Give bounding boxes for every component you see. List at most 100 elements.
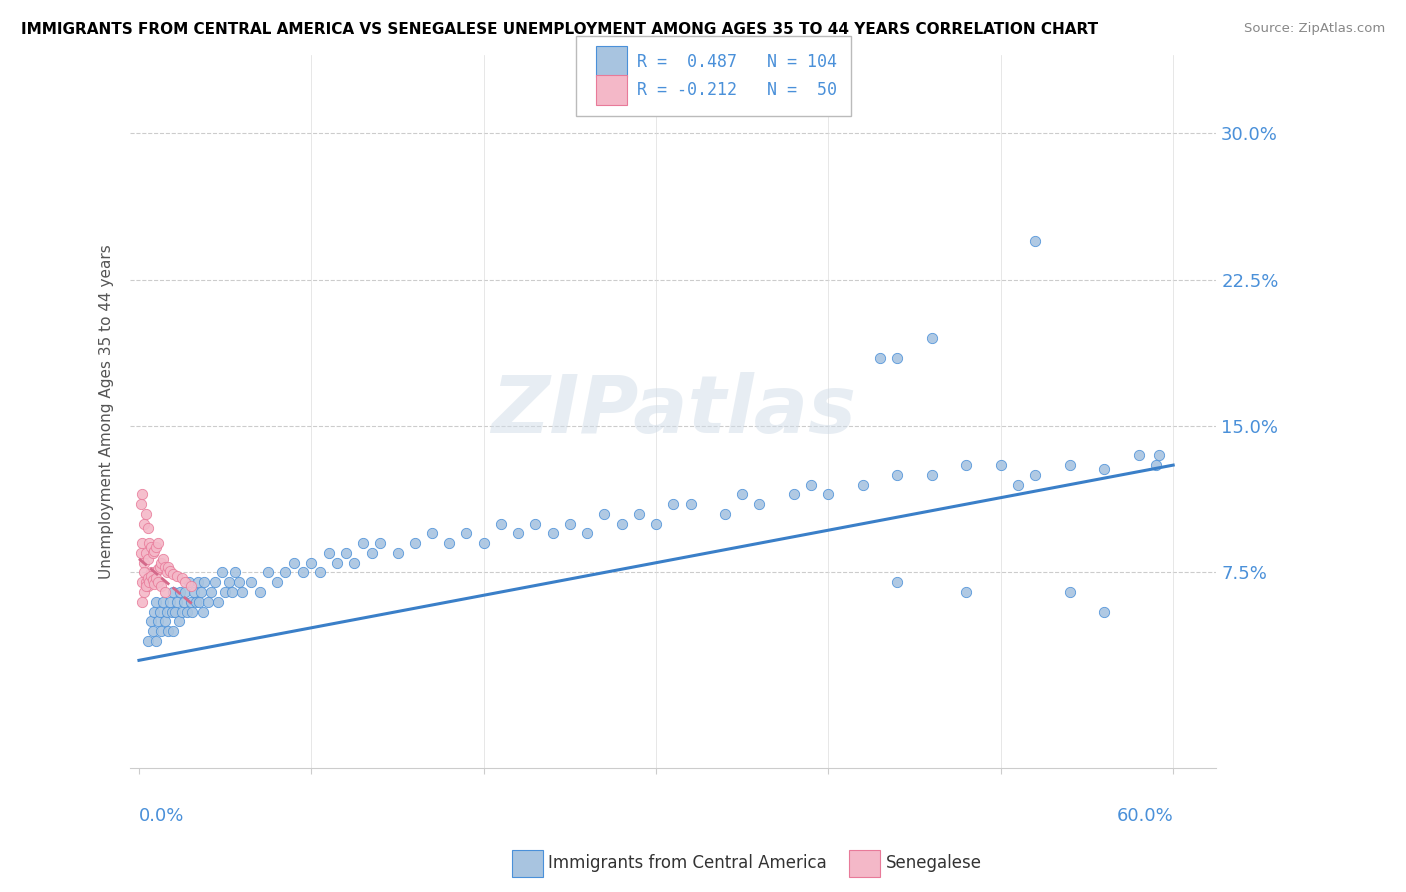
Text: R = -0.212   N =  50: R = -0.212 N = 50 <box>637 81 837 99</box>
Point <box>274 566 297 580</box>
Point <box>153 615 176 629</box>
Point <box>142 546 165 560</box>
Point <box>214 585 236 599</box>
Point <box>204 575 226 590</box>
Point <box>157 559 180 574</box>
Point <box>1149 448 1171 462</box>
Point <box>160 605 183 619</box>
Point <box>159 595 181 609</box>
Point <box>135 579 157 593</box>
Point <box>145 633 167 648</box>
Point <box>135 507 157 521</box>
Point <box>610 516 633 531</box>
Point <box>197 595 219 609</box>
Point <box>404 536 426 550</box>
Point <box>149 605 172 619</box>
Point <box>153 585 176 599</box>
Point <box>146 575 169 590</box>
Point <box>439 536 461 550</box>
Text: Immigrants from Central America: Immigrants from Central America <box>548 855 827 872</box>
Text: 60.0%: 60.0% <box>1116 807 1173 825</box>
Point <box>800 477 823 491</box>
Point <box>869 351 891 365</box>
Point <box>231 585 253 599</box>
Point <box>291 566 314 580</box>
Point <box>188 595 211 609</box>
Point <box>955 585 977 599</box>
Point <box>152 551 174 566</box>
Point <box>155 566 177 580</box>
Point <box>1024 467 1046 482</box>
Point <box>456 526 478 541</box>
Point <box>1144 458 1167 472</box>
Point <box>221 585 243 599</box>
Point <box>541 526 564 541</box>
Point <box>352 536 374 550</box>
Point <box>146 561 169 575</box>
Point <box>165 605 187 619</box>
Point <box>170 605 193 619</box>
Point <box>159 564 181 578</box>
Point <box>150 556 173 570</box>
Point <box>180 579 202 593</box>
Point <box>145 566 167 580</box>
Point <box>162 585 184 599</box>
Point <box>142 575 165 590</box>
Point <box>662 497 685 511</box>
Point <box>136 520 159 534</box>
Point <box>886 351 908 365</box>
Text: 0.0%: 0.0% <box>139 807 184 825</box>
Point <box>131 595 153 609</box>
Point <box>1092 462 1115 476</box>
Point <box>177 575 200 590</box>
Point <box>645 516 668 531</box>
Point <box>187 575 209 590</box>
Point <box>162 567 184 582</box>
Point <box>1092 605 1115 619</box>
Point <box>174 585 197 599</box>
Point <box>191 605 214 619</box>
Point <box>181 605 204 619</box>
Point <box>136 551 159 566</box>
Point <box>139 540 162 554</box>
Point <box>143 544 166 558</box>
Point <box>343 556 366 570</box>
Point <box>174 575 197 590</box>
Point <box>150 579 173 593</box>
Point <box>138 536 160 550</box>
Point <box>387 546 409 560</box>
Point <box>955 458 977 472</box>
Point <box>249 585 271 599</box>
Point <box>131 536 153 550</box>
Point <box>162 624 184 638</box>
Point <box>129 546 152 560</box>
Point <box>335 546 357 560</box>
Point <box>360 546 382 560</box>
Point <box>714 507 737 521</box>
Point <box>508 526 530 541</box>
Point <box>211 566 233 580</box>
Point <box>139 615 162 629</box>
Point <box>1059 585 1081 599</box>
Point <box>145 571 167 585</box>
Point <box>593 507 616 521</box>
Point <box>153 559 176 574</box>
Point <box>852 477 875 491</box>
Point <box>166 595 188 609</box>
Point <box>173 595 195 609</box>
Point <box>145 595 167 609</box>
Point <box>131 575 153 590</box>
Point <box>326 556 349 570</box>
Point <box>299 556 322 570</box>
Y-axis label: Unemployment Among Ages 35 to 44 years: Unemployment Among Ages 35 to 44 years <box>100 244 114 579</box>
Point <box>748 497 770 511</box>
Point <box>180 595 202 609</box>
Point <box>157 624 180 638</box>
Point <box>167 615 190 629</box>
Point <box>142 624 165 638</box>
Text: Source: ZipAtlas.com: Source: ZipAtlas.com <box>1244 22 1385 36</box>
Point <box>1007 477 1029 491</box>
Point <box>152 595 174 609</box>
Point <box>183 585 205 599</box>
Point <box>142 574 165 588</box>
